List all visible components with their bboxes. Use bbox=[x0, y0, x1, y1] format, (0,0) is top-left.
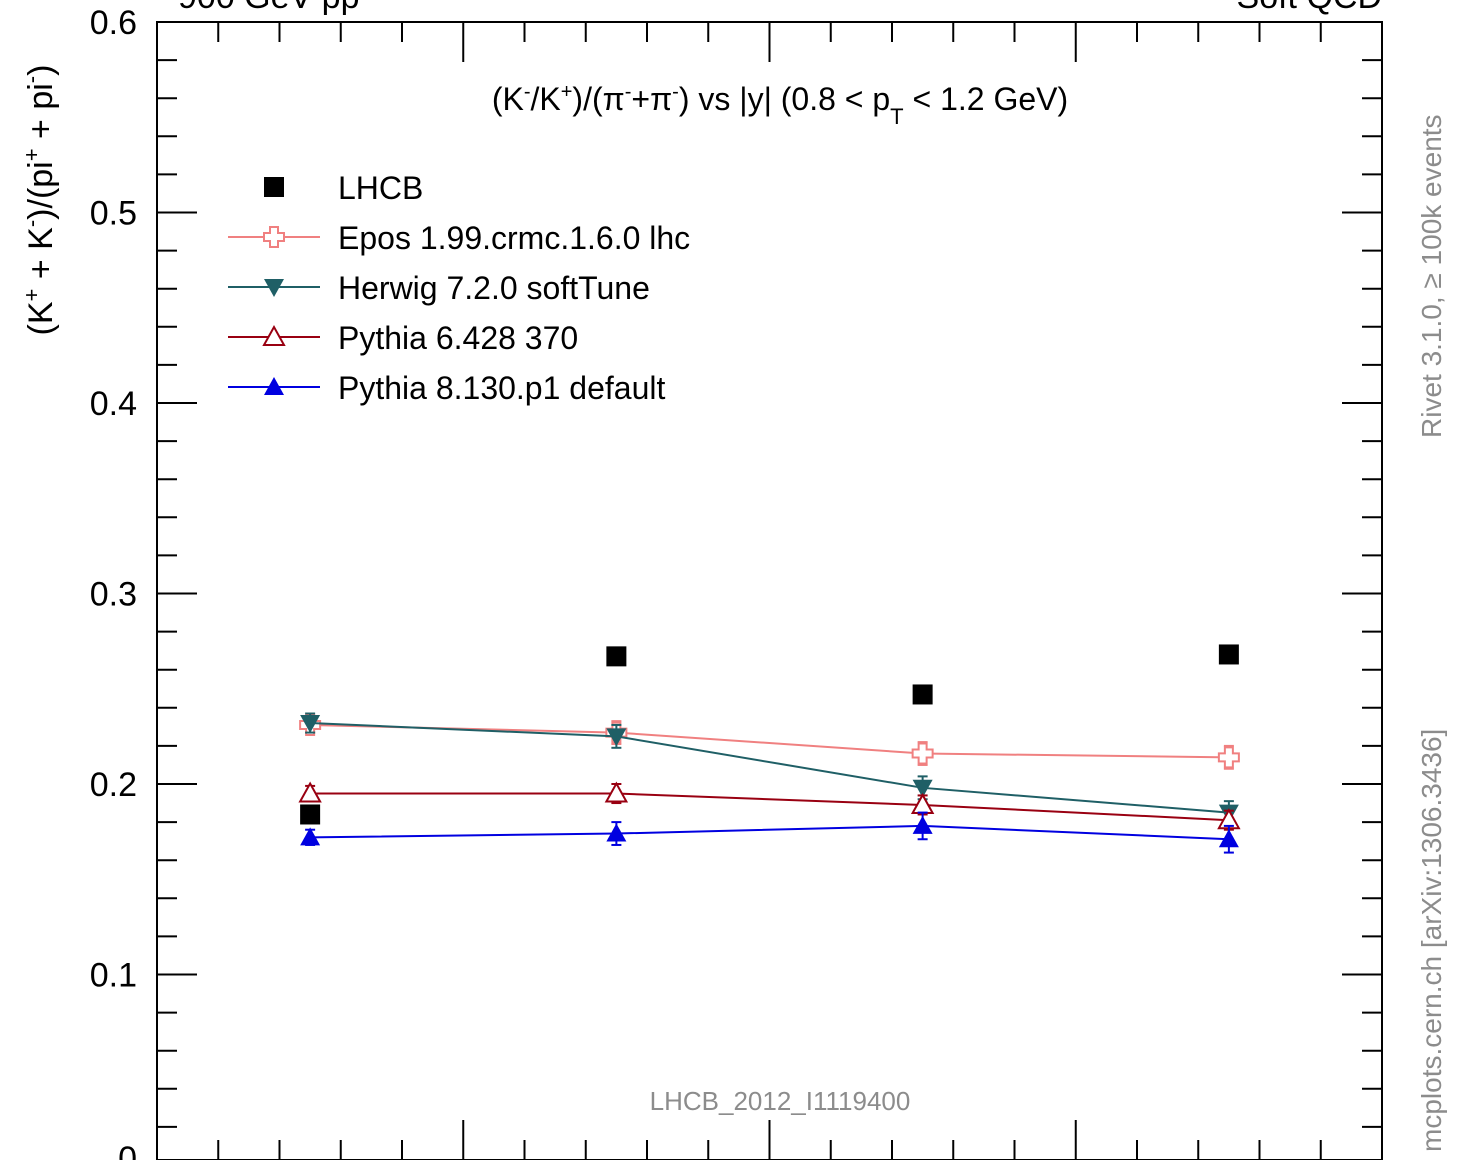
data-point bbox=[606, 646, 627, 667]
data-point bbox=[606, 728, 627, 747]
mcplots-label: mcplots.cern.ch [arXiv:1306.3436] bbox=[1416, 729, 1447, 1152]
title-part-4: +π bbox=[631, 81, 672, 117]
data-point bbox=[606, 823, 627, 842]
series-line bbox=[310, 824, 1229, 841]
legend-label: LHCB bbox=[338, 170, 423, 206]
legend-item: LHCB bbox=[264, 170, 423, 206]
data-point bbox=[912, 815, 933, 834]
ylabel-sup-3: + bbox=[19, 148, 44, 161]
data-point bbox=[300, 715, 321, 734]
ylabel-part-2: + K bbox=[22, 227, 60, 289]
legend-label: Herwig 7.2.0 softTune bbox=[338, 270, 650, 306]
rivet-label: Rivet 3.1.0, ≥ 100k events bbox=[1416, 114, 1447, 438]
data-point bbox=[912, 684, 933, 705]
series-epos-1-99-crmc-1-6-0-lhc bbox=[299, 713, 1240, 770]
header-left: 900 GeV pp bbox=[178, 0, 359, 16]
analysis-id: LHCB_2012_I1119400 bbox=[650, 1086, 911, 1116]
data-point bbox=[300, 804, 321, 825]
legend-label: Pythia 6.428 370 bbox=[338, 320, 578, 356]
data-point bbox=[262, 324, 286, 346]
ylabel-part-1: (K bbox=[22, 301, 60, 335]
ylabel-sup-2: - bbox=[19, 220, 44, 227]
ylabel-part-5: ) bbox=[22, 65, 60, 76]
y-tick-label: 0.5 bbox=[90, 195, 137, 233]
title-part-1: (K bbox=[492, 81, 524, 117]
title-sup-1: - bbox=[524, 81, 531, 103]
series-pythia-8-130-p1-default bbox=[300, 811, 1239, 854]
title-part-5: ) vs |y| (0.8 < p bbox=[679, 81, 890, 117]
series-herwig-7-2-0-softtune bbox=[300, 712, 1239, 826]
y-tick-label: 0.1 bbox=[90, 957, 137, 995]
data-point bbox=[911, 742, 934, 765]
ylabel-sup-4: - bbox=[19, 76, 44, 83]
y-tick-label: 0.6 bbox=[90, 4, 137, 42]
chart-title: (K-/K+)/(π-+π-) vs |y| (0.8 < pT < 1.2 G… bbox=[492, 81, 1068, 129]
y-tick-label: 0 bbox=[118, 1140, 137, 1160]
header-right: Soft QCD bbox=[1237, 0, 1382, 16]
data-point bbox=[264, 279, 284, 297]
title-sup-2: + bbox=[561, 81, 573, 103]
data-point bbox=[264, 177, 284, 197]
y-axis-label: (K+ + K-)/(pi+ + pi-) bbox=[19, 65, 60, 336]
title-sup-4: - bbox=[672, 81, 679, 103]
data-point bbox=[300, 827, 321, 846]
data-point bbox=[263, 226, 285, 248]
ylabel-sup-1: + bbox=[19, 289, 44, 302]
series-pythia-6-428-370 bbox=[298, 781, 1241, 831]
title-sub: T bbox=[890, 104, 903, 129]
title-part-3: )/(π bbox=[572, 81, 624, 117]
legend-label: Epos 1.99.crmc.1.6.0 lhc bbox=[338, 220, 690, 256]
data-point bbox=[604, 781, 629, 803]
series-line bbox=[310, 792, 1229, 822]
data-point bbox=[264, 377, 284, 395]
y-tick-label: 0.2 bbox=[90, 766, 137, 804]
title-sup-3: - bbox=[625, 81, 632, 103]
legend-item: Pythia 6.428 370 bbox=[228, 320, 578, 356]
y-tick-label: 0.3 bbox=[90, 576, 137, 614]
data-point bbox=[912, 779, 933, 798]
y-tick-label: 0.4 bbox=[90, 385, 137, 423]
data-point bbox=[1218, 829, 1239, 848]
legend-item: Epos 1.99.crmc.1.6.0 lhc bbox=[228, 220, 690, 256]
data-point bbox=[1217, 746, 1240, 769]
ylabel-part-4: + pi bbox=[22, 83, 60, 148]
series-lhcb bbox=[300, 644, 1239, 825]
data-point bbox=[298, 781, 322, 803]
legend-label: Pythia 8.130.p1 default bbox=[338, 370, 665, 406]
title-part-2: /K bbox=[531, 81, 561, 117]
legend-item: Herwig 7.2.0 softTune bbox=[228, 270, 650, 306]
legend: LHCB Epos 1.99.crmc.1.6.0 lhc Herwig 7.2.0… bbox=[228, 170, 690, 406]
ylabel-part-3: )/(pi bbox=[22, 161, 60, 220]
title-part-6: < 1.2 GeV) bbox=[904, 81, 1069, 117]
legend-item: Pythia 8.130.p1 default bbox=[228, 370, 665, 406]
series-line bbox=[310, 722, 1229, 814]
axes: 0 0.1 0.2 0.3 0.4 0.5 0.6 bbox=[90, 4, 1383, 1160]
data-point bbox=[1218, 644, 1239, 665]
series-layer bbox=[298, 644, 1241, 854]
